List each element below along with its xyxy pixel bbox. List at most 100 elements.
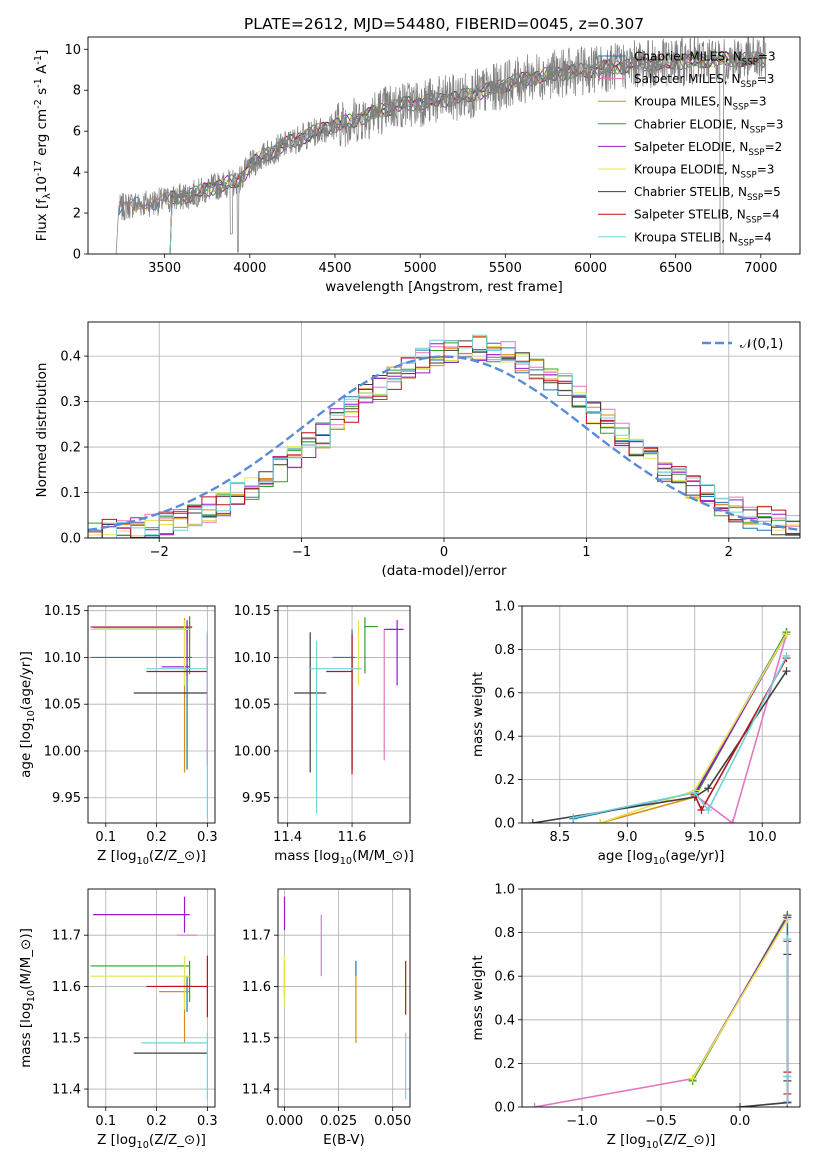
y-tick-label: 11.4 (52, 1083, 81, 1098)
y-tick-label: 0.6 (494, 686, 515, 701)
axes-frame (87, 36, 801, 255)
axes-frame (87, 321, 801, 539)
y-tick-label: 0.2 (494, 773, 515, 788)
x-tick-label: 6500 (659, 261, 692, 276)
x-axis-label: Z [log10(Z/Z_⊙)] (97, 1132, 206, 1151)
x-tick-label: 9.5 (684, 830, 705, 845)
y-axis-label: Normed distribution (34, 363, 50, 498)
x-tick-label: 8.5 (549, 830, 570, 845)
y-tick-label: 4 (73, 166, 81, 181)
mass-weight-line (691, 919, 789, 1080)
y-tick-label: 0.4 (494, 730, 515, 745)
y-tick-label: 0.4 (494, 1013, 515, 1028)
plot-area (278, 606, 410, 823)
y-tick-label: 11.7 (52, 929, 81, 944)
legend-label: Salpeter ELODIE, NSSP=2 (634, 140, 782, 158)
x-tick-label: 0.3 (197, 1114, 218, 1129)
y-tick-label: 0.6 (494, 970, 515, 985)
y-tick-label: 2 (73, 207, 81, 222)
panel-weight-vs-Z: −1.0 −0.5 0.0 0.0 0.2 0.4 0.6 0.8 1.0 Z [log10(Z/… (470, 883, 801, 1151)
y-tick-label: 0 (73, 248, 81, 263)
plot-area (115, 37, 767, 254)
residual-legend: 𝒩(0,1) (702, 337, 783, 352)
y-tick-label: 10.10 (44, 651, 81, 666)
x-tick-label: 0.0 (730, 1114, 751, 1129)
x-tick-label: 0.000 (266, 1114, 303, 1129)
legend-label: Chabrier ELODIE, NSSP=3 (634, 117, 783, 135)
panel-weight-vs-age: 8.5 9.0 9.5 10.0 0.0 0.2 0.4 0.6 0.8 1.0 age [log1… (470, 600, 801, 867)
mass-weight-marker (783, 1097, 792, 1106)
y-tick-label: 11.5 (242, 1031, 271, 1046)
panel-age-vs-Z: 0.1 0.2 0.3 9.95 10.00 10.05 10.10 10.15 Z [log1… (18, 604, 218, 867)
x-tick-label: 1 (582, 545, 590, 560)
x-tick-label: −1 (292, 545, 311, 560)
mass-weight-marker (704, 805, 713, 814)
axes-frame (521, 888, 801, 1108)
y-tick-label: 0.4 (60, 350, 81, 365)
y-tick-label: 10.10 (234, 651, 271, 666)
x-tick-label: 5000 (404, 261, 437, 276)
y-tick-label: 10 (64, 43, 81, 58)
axes-frame (277, 605, 411, 824)
mass-weight-marker (569, 813, 578, 822)
x-tick-label: 3500 (148, 261, 181, 276)
x-axis-label: (data-model)/error (381, 563, 507, 579)
x-tick-label: 4000 (233, 261, 266, 276)
y-axis-label: mass [log10(M/M_⊙)] (18, 928, 37, 1068)
x-tick-label: 11.6 (338, 830, 367, 845)
axes-frame (87, 888, 216, 1108)
plot-area (522, 889, 800, 1107)
y-tick-label: 10.00 (234, 744, 271, 759)
plot-area (88, 606, 215, 823)
mass-weight-marker (697, 805, 706, 814)
y-tick-label: 11.5 (52, 1031, 81, 1046)
mass-weight-marker (782, 630, 791, 639)
y-tick-label: 0.2 (60, 441, 81, 456)
x-tick-label: 0.050 (374, 1114, 411, 1129)
x-axis-label: Z [log10(Z/Z_⊙)] (607, 1132, 716, 1151)
observed-spectrum-line (115, 37, 767, 254)
x-tick-label: 7000 (744, 261, 777, 276)
figure-title: PLATE=2612, MJD=54480, FIBERID=0045, z=0… (244, 15, 644, 33)
x-tick-label: 0.3 (197, 830, 218, 845)
mass-weight-marker (782, 667, 791, 676)
x-tick-label: 0.2 (146, 1114, 167, 1129)
y-axis-label: mass weight (470, 672, 486, 757)
residual-histogram (88, 334, 800, 538)
y-tick-label: 10.05 (44, 698, 81, 713)
mass-weight-marker (783, 1072, 792, 1081)
mass-weight-marker (690, 788, 699, 797)
y-tick-label: 1.0 (494, 600, 515, 615)
x-axis-label: age [log10(age/yr)] (598, 848, 725, 867)
x-axis-label: Z [log10(Z/Z_⊙)] (97, 848, 206, 867)
legend-label: Chabrier STELIB, NSSP=5 (634, 185, 781, 203)
normal-curve (88, 355, 800, 532)
x-tick-label: 0.025 (320, 1114, 357, 1129)
y-axis-label: age [log10(age/yr)] (18, 651, 37, 778)
x-tick-label: 9.0 (617, 830, 638, 845)
y-tick-label: 0.8 (494, 643, 515, 658)
panel-mass-vs-Z: 0.1 0.2 0.3 11.4 11.5 11.6 11.7 Z [log10(Z/Z_⊙)… (18, 888, 218, 1151)
y-axis-label: Flux [fλ10-17 erg cm-2 s-1 A-1] (33, 50, 53, 242)
panel-spectrum: 3500 4000 4500 5000 5500 6000 6500 7000 0 2 4 6 8 10 w… (33, 36, 801, 295)
x-tick-label: 0.2 (146, 830, 167, 845)
legend-label: Salpeter MILES, NSSP=3 (634, 72, 774, 90)
mass-weight-line (573, 655, 788, 819)
y-tick-label: 11.6 (52, 980, 81, 995)
y-tick-label: 0.8 (494, 926, 515, 941)
plot-area (278, 889, 410, 1107)
y-axis-label: mass weight (470, 955, 486, 1040)
x-tick-label: 5500 (489, 261, 522, 276)
mass-weight-marker (782, 651, 791, 660)
y-tick-label: 0.0 (60, 532, 81, 547)
x-tick-label: 0 (440, 545, 448, 560)
mass-weight-marker (735, 1103, 744, 1107)
y-tick-label: 0.2 (494, 1057, 515, 1072)
x-tick-label: −1.0 (566, 1114, 598, 1129)
legend-label: Chabrier MILES, NSSP=3 (634, 50, 776, 68)
y-tick-label: 10.15 (44, 604, 81, 619)
x-tick-label: 4500 (318, 261, 351, 276)
plot-area (88, 889, 215, 1107)
y-tick-label: 11.6 (242, 980, 271, 995)
y-tick-label: 10.05 (234, 698, 271, 713)
